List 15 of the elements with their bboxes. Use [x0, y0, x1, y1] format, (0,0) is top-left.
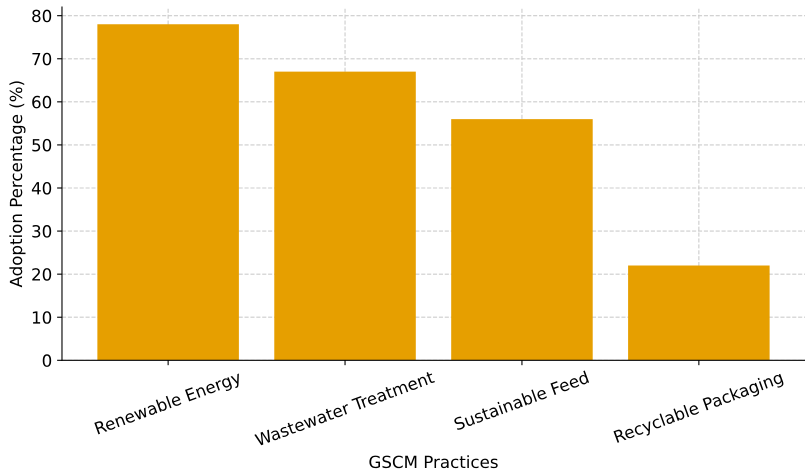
bar	[97, 24, 239, 360]
y-tick-label: 10	[32, 311, 52, 324]
y-tick-label: 40	[32, 182, 52, 195]
y-tick-label: 0	[42, 354, 52, 367]
y-tick-label: 60	[32, 96, 52, 108]
bar	[451, 119, 593, 360]
y-tick-label: 50	[32, 138, 52, 152]
y-tick-label: 80	[32, 10, 52, 22]
bar	[628, 266, 770, 360]
y-tick-label: 70	[32, 52, 52, 66]
bar	[274, 72, 416, 360]
y-axis-title: Adoption Percentage (%)	[9, 81, 26, 288]
x-axis-title: GSCM Practices	[369, 455, 498, 468]
y-tick-label: 30	[32, 225, 52, 238]
y-tick-label: 20	[32, 268, 52, 281]
